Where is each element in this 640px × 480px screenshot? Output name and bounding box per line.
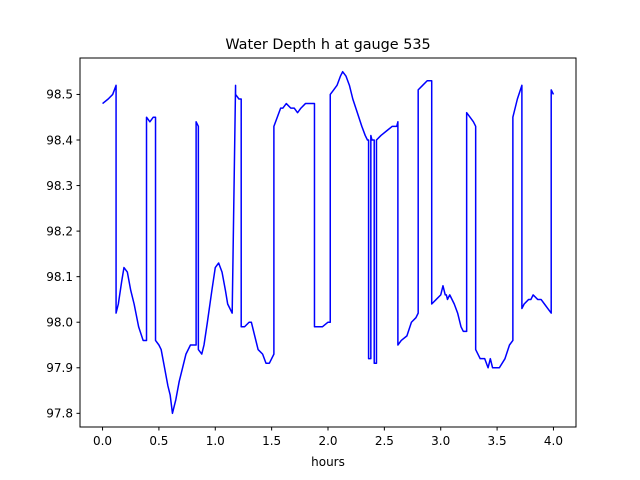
x-tick-label: 0.5 (149, 434, 168, 448)
x-tick-label: 1.0 (206, 434, 225, 448)
y-axis: 97.8 97.9 98.0 98.1 98.2 98.3 98.4 98.5 (46, 88, 80, 421)
x-axis: 0.0 0.5 1.0 1.5 2.0 2.5 3.0 3.5 4.0 (93, 427, 563, 448)
y-tick-label: 98.1 (46, 270, 73, 284)
y-tick-label: 98.5 (46, 88, 73, 102)
x-tick-label: 0.0 (93, 434, 112, 448)
x-tick-label: 3.5 (488, 434, 507, 448)
chart-title: Water Depth h at gauge 535 (225, 37, 430, 53)
y-tick-label: 97.8 (46, 407, 73, 421)
y-tick-label: 98.0 (46, 316, 73, 330)
x-tick-label: 2.0 (318, 434, 337, 448)
x-tick-label: 2.5 (375, 434, 394, 448)
y-tick-label: 97.9 (46, 361, 73, 375)
y-tick-label: 98.2 (46, 224, 73, 238)
x-tick-label: 4.0 (544, 434, 563, 448)
x-tick-label: 1.5 (262, 434, 281, 448)
plot-area (102, 70, 555, 415)
x-axis-label: hours (311, 455, 345, 469)
y-tick-label: 98.3 (46, 179, 73, 193)
x-tick-label: 3.0 (431, 434, 450, 448)
series-line (102, 70, 555, 415)
y-tick-label: 98.4 (46, 133, 73, 147)
